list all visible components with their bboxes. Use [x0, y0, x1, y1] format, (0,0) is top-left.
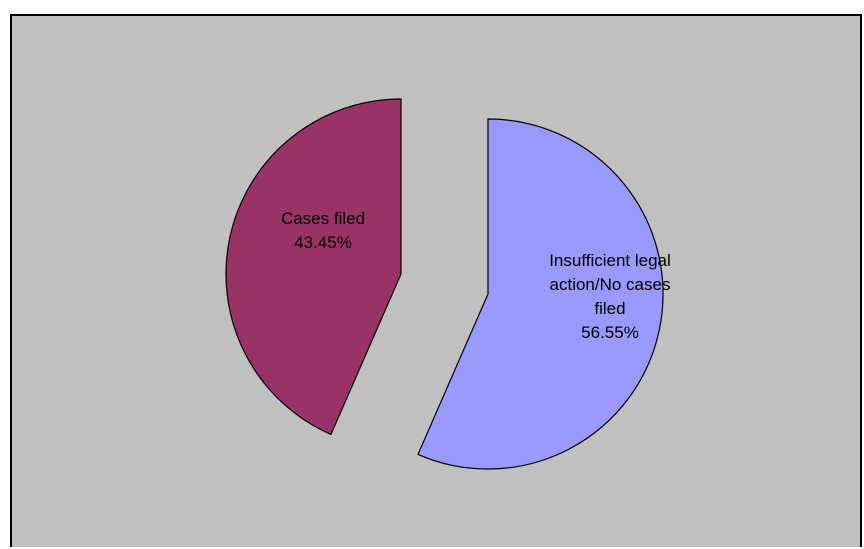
pie-slice-cases-filed [225, 98, 402, 436]
pie-chart: Cases filed 43.45% Insufficient legal actio… [225, 98, 671, 470]
pie-slice-insufficient-legal-action-no-cases-filed [417, 118, 664, 470]
slice-label-insufficient-legal-action: Insufficient legal action/No cases filed 56… [549, 251, 671, 342]
chart-area: Cases filed 43.45% Insufficient legal actio… [10, 14, 862, 547]
slice-label-cases-filed: Cases filed 43.45% [281, 209, 365, 252]
